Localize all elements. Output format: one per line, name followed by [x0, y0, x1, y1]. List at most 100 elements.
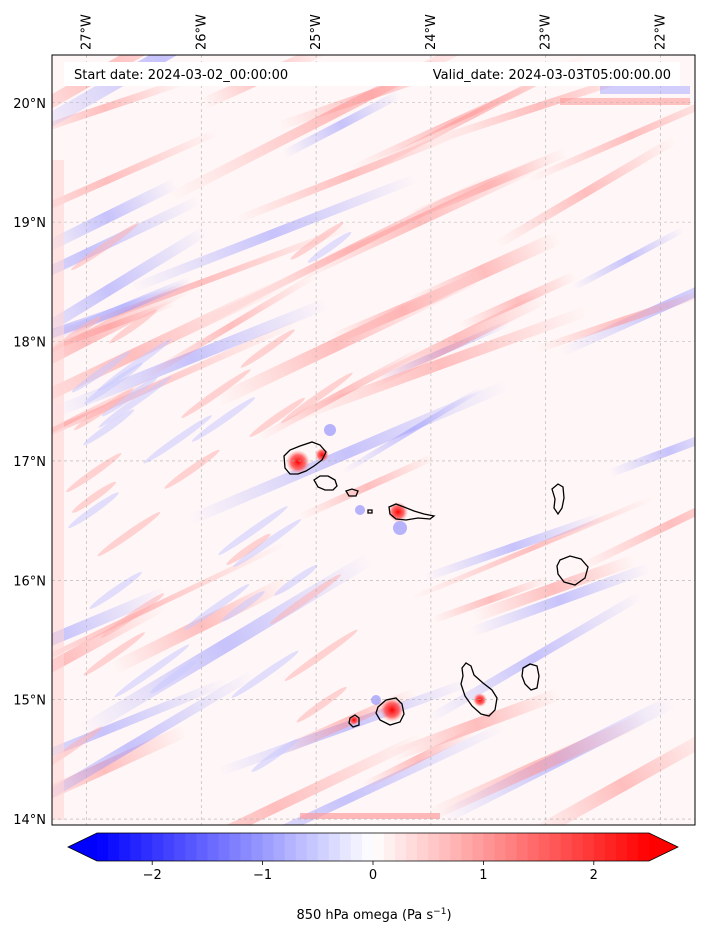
colorbar-segment	[240, 833, 253, 861]
omega-wave	[221, 591, 265, 622]
omega-wave	[226, 533, 271, 566]
colorbar-segment	[505, 833, 518, 861]
colorbar-segment	[461, 833, 473, 861]
colorbar-segment	[571, 833, 584, 861]
omega-streak	[526, 87, 695, 184]
omega-streak	[607, 424, 695, 478]
colorbar-segment	[483, 833, 495, 861]
omega-wave	[251, 738, 298, 772]
omega-wave	[109, 309, 157, 344]
omega-streak	[52, 177, 180, 257]
colorbar-segment	[207, 833, 219, 861]
colorbar-segment	[317, 833, 330, 861]
omega-wave	[84, 362, 143, 405]
colorbar-segment	[328, 833, 341, 861]
omega-streak	[214, 283, 456, 408]
omega-streak	[424, 590, 646, 725]
omega-streak	[52, 127, 221, 234]
omega-streak	[52, 277, 196, 401]
colorbar-ticks: −2 −1 0 1 2	[143, 861, 598, 883]
omega-wave	[72, 481, 116, 513]
omega-wave	[74, 388, 134, 431]
omega-wave	[284, 629, 358, 682]
omega-streak	[52, 668, 258, 825]
omega-streak	[52, 299, 177, 354]
colorbar-segment	[494, 833, 506, 861]
colorbar-segment	[637, 833, 650, 861]
island-maio	[521, 663, 540, 691]
island-santo-antao	[283, 441, 327, 475]
valid-date-label: Valid_date: 2024-03-03T05:00:00.00	[433, 68, 671, 83]
colorbar-segment	[361, 833, 374, 861]
omega-streak	[600, 86, 690, 94]
omega-streak	[52, 676, 231, 787]
omega-wave	[66, 453, 122, 493]
omega-streak	[523, 725, 695, 825]
omega-wave	[233, 519, 302, 567]
date-info-box: Start date: 2024-03-02_00:00:00 Valid_da…	[64, 62, 680, 86]
omega-streak	[470, 554, 637, 623]
colorbar-segment	[417, 833, 429, 861]
omega-wave	[83, 632, 145, 676]
island-brava	[348, 714, 360, 728]
omega-minimum	[324, 424, 336, 436]
omega-wave	[240, 329, 295, 368]
colorbar-segment	[339, 833, 352, 861]
colorbar: −2 −1 0 1 2 850 hPa omega (Pa s−1)	[67, 832, 679, 923]
omega-streak	[493, 135, 679, 250]
omega-minimum	[393, 521, 407, 535]
colorbar-segment	[439, 833, 451, 861]
omega-edge-strip	[52, 160, 64, 820]
colorbar-tick-label: −1	[253, 868, 272, 883]
island-branco	[367, 509, 373, 514]
colorbar-extend-high	[649, 833, 678, 861]
omega-wave	[218, 506, 288, 556]
omega-streak	[288, 305, 591, 424]
island-fogo	[375, 697, 405, 726]
lat-tick-label: 18°N	[13, 336, 46, 351]
omega-wave	[269, 574, 342, 625]
omega-wave	[181, 369, 251, 418]
colorbar-segment	[185, 833, 197, 861]
omega-minimum	[355, 505, 365, 515]
omega-wave	[71, 351, 131, 393]
colorbar-segment	[141, 833, 153, 861]
omega-streak	[468, 562, 653, 638]
omega-wave	[143, 415, 212, 464]
latitude-tick-labels: 20°N 19°N 18°N 17°N 16°N 15°N 14°N	[13, 97, 46, 828]
omega-streak	[52, 194, 204, 311]
lat-tick-label: 20°N	[13, 97, 46, 112]
lat-tick-label: 19°N	[13, 216, 46, 231]
colorbar-tick-label: 2	[590, 868, 598, 883]
omega-wave	[274, 565, 318, 596]
colorbar-segment	[108, 833, 120, 861]
colorbar-segment	[615, 833, 628, 861]
omega-streak	[52, 297, 332, 419]
omega-maximum	[473, 693, 487, 707]
colorbar-segment	[284, 833, 297, 861]
colorbar-segment	[295, 833, 308, 861]
omega-streak	[560, 98, 690, 105]
omega-wave	[307, 231, 352, 263]
omega-streak	[349, 71, 557, 172]
omega-wave	[191, 397, 256, 442]
plot-frame	[51, 54, 696, 826]
island-santiago	[460, 662, 498, 717]
omega-wave	[280, 372, 353, 424]
lon-tick-label: 26°W	[194, 14, 209, 50]
omega-wave	[231, 650, 299, 698]
omega-streak	[233, 127, 466, 224]
omega-streak	[204, 172, 498, 325]
start-date-label: Start date: 2024-03-02_00:00:00	[74, 68, 288, 83]
omega-streak	[297, 452, 438, 521]
colorbar-segment	[384, 833, 396, 861]
omega-maximum	[380, 698, 404, 722]
omega-wave	[164, 449, 220, 489]
colorbar-extend-low	[68, 833, 97, 861]
omega-streak	[183, 378, 512, 527]
longitude-tick-labels: 27°W 26°W 25°W 24°W 23°W 22°W	[79, 14, 668, 50]
colorbar-segment	[549, 833, 562, 861]
omega-streak	[534, 287, 695, 354]
omega-wave	[114, 644, 190, 698]
